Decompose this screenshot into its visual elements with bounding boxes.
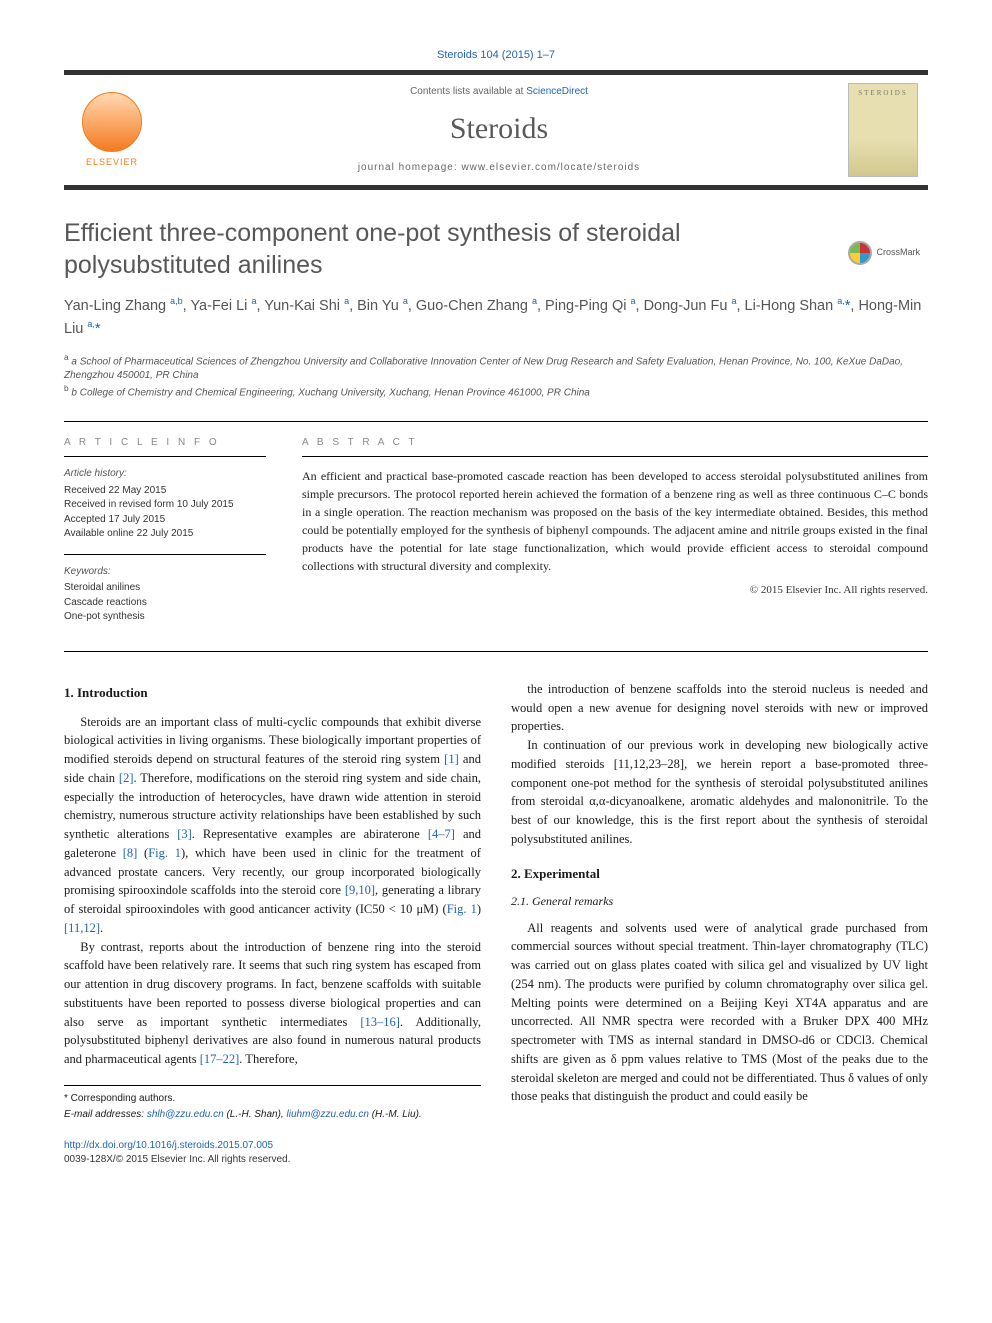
contents-available: Contents lists available at ScienceDirec… [168, 85, 830, 100]
issn-copyright: 0039-128X/© 2015 Elsevier Inc. All right… [64, 1153, 481, 1168]
affiliation-a: a a School of Pharmaceutical Sciences of… [64, 352, 928, 383]
section-2-1-para-1: All reagents and solvents used were of a… [511, 919, 928, 1107]
cover-thumbnail-block: STEROIDS [838, 75, 928, 186]
history-accepted: Accepted 17 July 2015 [64, 513, 266, 528]
contents-prefix: Contents lists available at [410, 86, 526, 97]
article-history: Article history: Received 22 May 2015 Re… [64, 467, 266, 542]
email-shan[interactable]: shlh@zzu.edu.cn [147, 1109, 224, 1120]
affiliation-a-text: a School of Pharmaceutical Sciences of Z… [64, 356, 903, 381]
email-liu-who: (H.-M. Liu). [369, 1109, 422, 1120]
affiliation-b: b b College of Chemistry and Chemical En… [64, 383, 928, 400]
crossmark-icon [848, 241, 872, 265]
article-title: Efficient three-component one-pot synthe… [64, 218, 804, 281]
keyword-2: Cascade reactions [64, 596, 266, 611]
abstract-copyright: © 2015 Elsevier Inc. All rights reserved… [302, 583, 928, 599]
homepage-url[interactable]: www.elsevier.com/locate/steroids [461, 162, 640, 173]
affiliations: a a School of Pharmaceutical Sciences of… [64, 352, 928, 401]
section-1-para-4: In continuation of our previous work in … [511, 736, 928, 849]
history-label: Article history: [64, 467, 266, 482]
author-list: Yan-Ling Zhang a,b, Ya-Fei Li a, Yun-Kai… [64, 295, 928, 340]
elsevier-tree-icon [82, 92, 142, 152]
abstract: A B S T R A C T An efficient and practic… [284, 422, 928, 651]
section-1-para-1: Steroids are an important class of multi… [64, 713, 481, 938]
crossmark-badge[interactable]: CrossMark [848, 241, 920, 265]
article-info: A R T I C L E I N F O Article history: R… [64, 422, 284, 651]
doi-link[interactable]: http://dx.doi.org/10.1016/j.steroids.201… [64, 1139, 481, 1154]
journal-title: Steroids [168, 107, 830, 151]
email-label: E-mail addresses: [64, 1109, 147, 1120]
keyword-3: One-pot synthesis [64, 610, 266, 625]
keywords-label: Keywords: [64, 565, 266, 580]
history-revised: Received in revised form 10 July 2015 [64, 498, 266, 513]
corr-label: * Corresponding authors. [64, 1092, 481, 1107]
section-1-para-3: the introduction of benzene scaffolds in… [511, 680, 928, 736]
section-1-para-2: By contrast, reports about the introduct… [64, 938, 481, 1069]
email-shan-who: (L.-H. Shan), [224, 1109, 287, 1120]
corr-emails: E-mail addresses: shlh@zzu.edu.cn (L.-H.… [64, 1108, 481, 1123]
corresponding-note: * Corresponding authors. E-mail addresse… [64, 1085, 481, 1123]
cover-thumbnail: STEROIDS [848, 83, 918, 177]
history-online: Available online 22 July 2015 [64, 527, 266, 542]
section-1-heading: 1. Introduction [64, 684, 481, 703]
page: Steroids 104 (2015) 1–7 ELSEVIER Content… [0, 0, 992, 1200]
publisher-logo-block: ELSEVIER [64, 75, 160, 186]
section-2-heading: 2. Experimental [511, 865, 928, 884]
citation-line: Steroids 104 (2015) 1–7 [64, 48, 928, 64]
abstract-text: An efficient and practical base-promoted… [302, 467, 928, 575]
keywords-block: Keywords: Steroidal anilines Cascade rea… [64, 554, 266, 625]
history-received: Received 22 May 2015 [64, 484, 266, 499]
journal-header: ELSEVIER Contents lists available at Sci… [64, 70, 928, 191]
affiliation-b-text: b College of Chemistry and Chemical Engi… [71, 388, 589, 399]
journal-homepage: journal homepage: www.elsevier.com/locat… [168, 161, 830, 176]
crossmark-label: CrossMark [876, 246, 920, 259]
section-2-1-heading: 2.1. General remarks [511, 893, 928, 910]
header-center: Contents lists available at ScienceDirec… [160, 75, 838, 186]
email-liu[interactable]: liuhm@zzu.edu.cn [287, 1109, 369, 1120]
abstract-heading: A B S T R A C T [302, 436, 928, 458]
article-info-heading: A R T I C L E I N F O [64, 436, 266, 458]
publisher-name: ELSEVIER [82, 156, 142, 169]
homepage-label: journal homepage: [358, 162, 462, 173]
sciencedirect-link[interactable]: ScienceDirect [526, 86, 588, 97]
article-body: 1. Introduction Steroids are an importan… [64, 680, 928, 1168]
keyword-1: Steroidal anilines [64, 581, 266, 596]
info-abstract-row: A R T I C L E I N F O Article history: R… [64, 421, 928, 652]
